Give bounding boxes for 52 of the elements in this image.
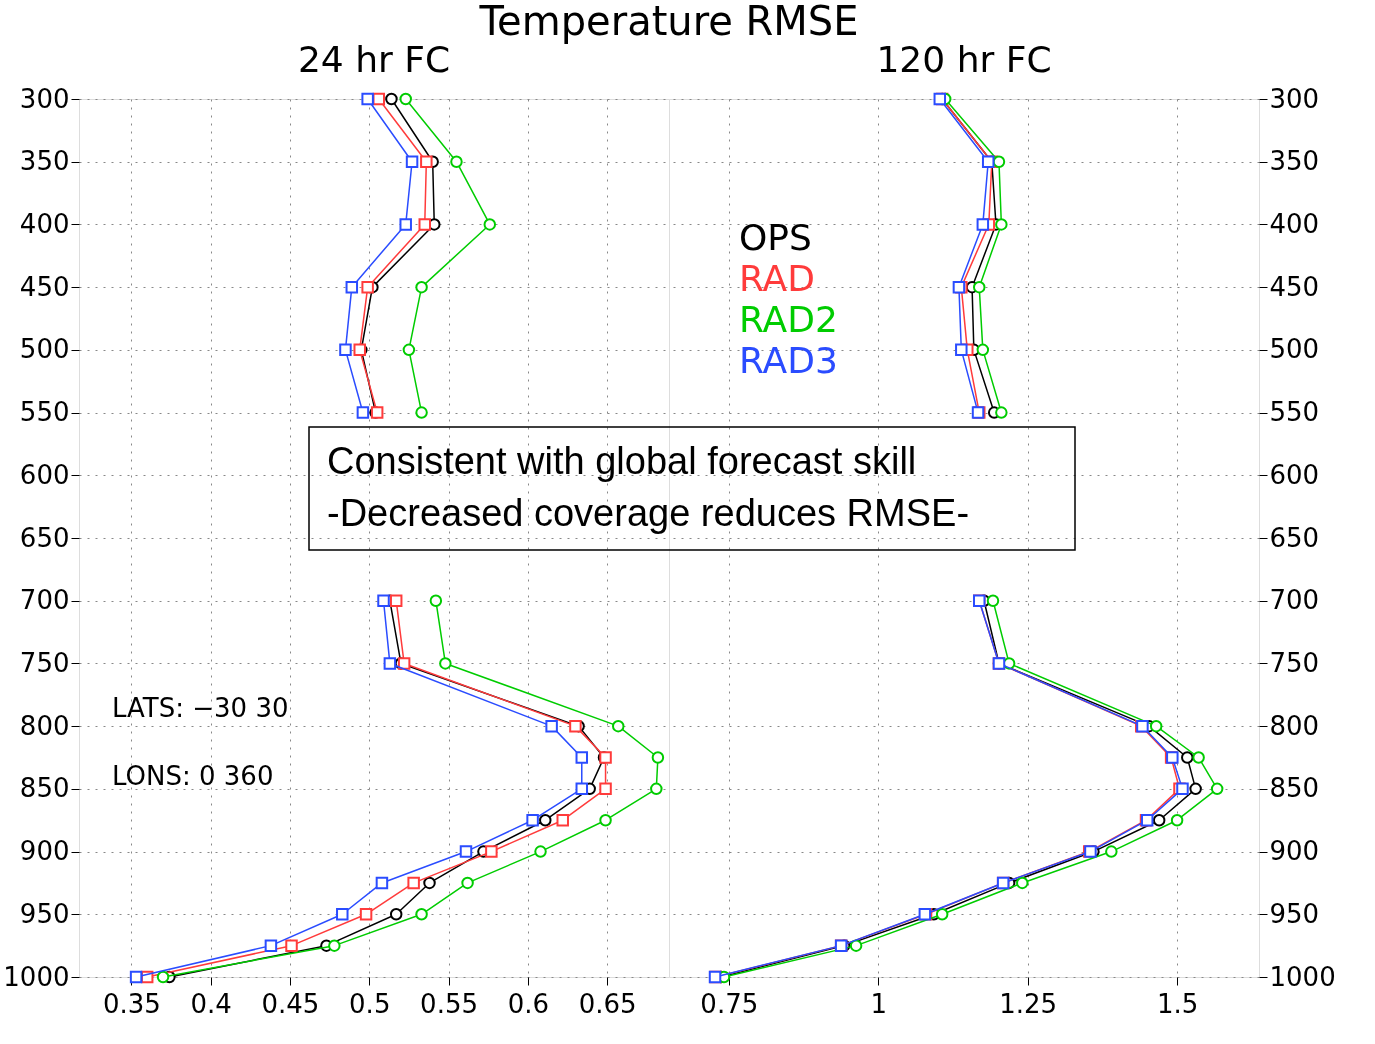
chart-subtitle: 24 hr FC	[297, 39, 451, 80]
x-tick-label: 1.25	[999, 988, 1058, 1019]
x-tick-label: 0.65	[578, 988, 637, 1019]
text: RAD3	[739, 340, 838, 381]
y-tick-label: 500	[19, 334, 70, 365]
text: RAD	[739, 258, 815, 299]
y-tick-label: 500	[1269, 334, 1320, 365]
x-tick-label: 0.35	[102, 988, 161, 1019]
text: OPS	[739, 217, 812, 258]
y-tick-label: 550	[19, 397, 70, 428]
x-tick-label: 0.75	[700, 988, 759, 1019]
text: RAD2	[739, 299, 838, 340]
y-tick-label: 1000	[3, 961, 70, 992]
y-tick-label: 900	[1269, 836, 1320, 867]
x-tick-label: 0.45	[261, 988, 320, 1019]
y-tick-label: 700	[1269, 585, 1320, 616]
y-tick-label: 650	[1269, 522, 1320, 553]
x-tick-label: 0.6	[507, 988, 550, 1019]
y-tick-label: 550	[1269, 397, 1320, 428]
annotation: LATS: −30 30	[112, 693, 289, 723]
y-tick-label: 700	[19, 585, 70, 616]
y-tick-label: 450	[19, 271, 70, 302]
y-tick-label: 950	[1269, 898, 1320, 929]
y-tick-label: 600	[1269, 459, 1320, 490]
x-tick-label: 0.55	[420, 988, 478, 1019]
chart-title: Temperature RMSE	[478, 0, 859, 44]
annotation: -Decreased coverage reduces RMSE-	[327, 492, 970, 534]
y-tick-label: 300	[1269, 83, 1320, 114]
y-tick-label: 900	[19, 836, 70, 867]
y-tick-label: 800	[19, 710, 70, 741]
y-tick-label: 750	[1269, 647, 1320, 678]
chart-subtitle: 120 hr FC	[876, 39, 1052, 80]
y-tick-label: 450	[1269, 271, 1320, 302]
x-tick-label: 0.5	[349, 988, 391, 1019]
x-tick-label: 1.5	[1156, 988, 1199, 1019]
y-tick-label: 800	[1269, 710, 1320, 741]
y-tick-label: 950	[19, 898, 70, 929]
y-tick-label: 400	[19, 208, 70, 239]
y-tick-label: 350	[1269, 146, 1320, 177]
annotation: LONS: 0 360	[112, 761, 274, 791]
y-tick-label: 350	[19, 146, 70, 177]
x-tick-label: 1	[870, 988, 887, 1019]
y-tick-label: 850	[19, 773, 70, 804]
y-tick-label: 850	[1269, 773, 1320, 804]
y-tick-label: 1000	[1269, 961, 1336, 992]
y-tick-label: 750	[19, 647, 70, 678]
x-tick-label: 0.4	[190, 988, 232, 1019]
y-tick-label: 650	[19, 522, 70, 553]
y-tick-label: 600	[19, 459, 70, 490]
annotation: Consistent with global forecast skill	[327, 440, 917, 482]
y-tick-label: 300	[19, 83, 70, 114]
y-tick-label: 400	[1269, 208, 1320, 239]
